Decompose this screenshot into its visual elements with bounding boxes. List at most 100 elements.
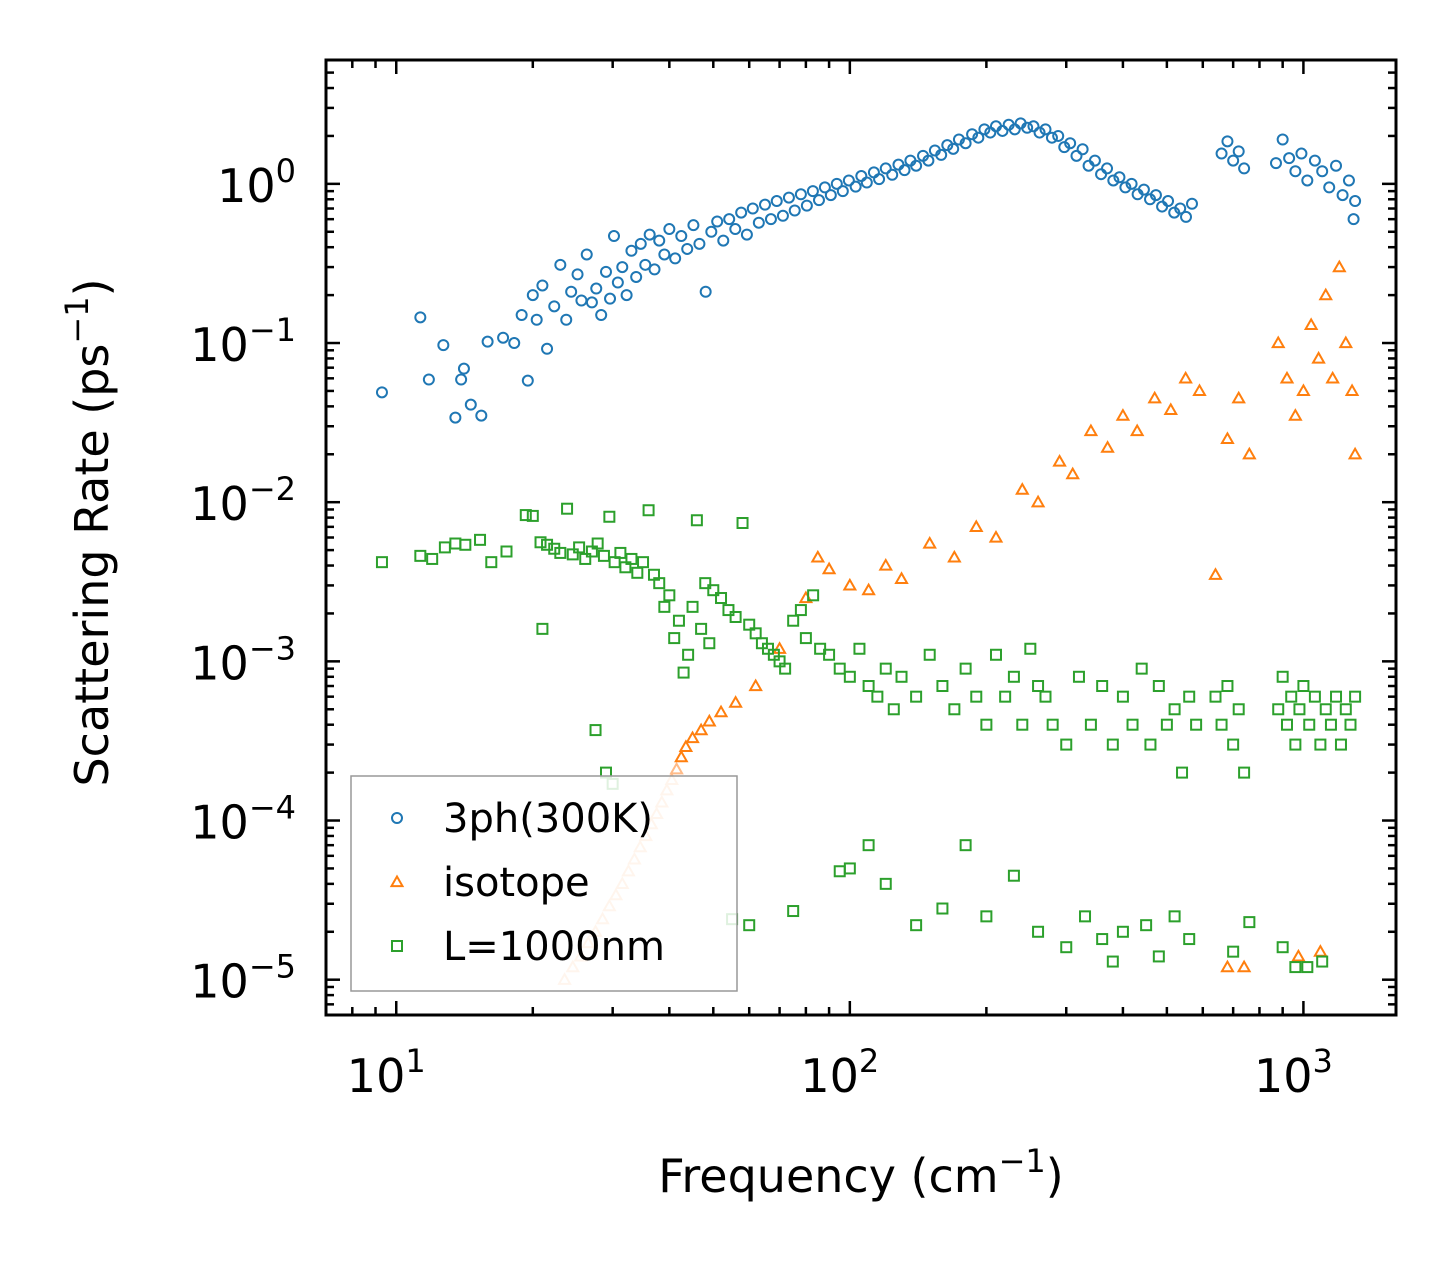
point-2-134 [1007, 869, 1020, 882]
point-2-118 [1334, 738, 1347, 751]
x-tick-label-exp: 1 [405, 1042, 425, 1080]
point-1-45 [1115, 408, 1131, 421]
point-1-48 [1163, 402, 1178, 416]
point-0-141 [1316, 165, 1329, 178]
point-0-11 [508, 337, 521, 350]
point-2-64 [862, 680, 875, 693]
point-2-63 [853, 642, 866, 655]
point-0-32 [616, 261, 629, 274]
point-2-111 [1297, 680, 1310, 693]
point-0-53 [729, 223, 742, 236]
point-2-136 [1060, 941, 1073, 954]
point-2-18 [579, 552, 592, 565]
point-0-70 [830, 177, 843, 190]
x-tick-label-0: 101 [347, 1042, 426, 1103]
point-0-109 [1070, 149, 1083, 162]
point-0-31 [611, 276, 624, 289]
point-0-49 [705, 225, 718, 238]
point-2-104 [1238, 766, 1251, 779]
point-2-133 [980, 910, 993, 923]
point-2-120 [1344, 718, 1357, 731]
point-2-78 [1007, 670, 1020, 683]
point-2-81 [1032, 680, 1045, 693]
point-1-36 [947, 549, 962, 563]
point-2-86 [1084, 718, 1097, 731]
point-0-102 [1027, 120, 1040, 133]
point-0-129 [1215, 147, 1228, 160]
point-2-47 [736, 517, 749, 530]
point-1-19 [674, 749, 689, 763]
point-0-45 [681, 242, 694, 255]
point-0-122 [1149, 189, 1162, 202]
point-0-92 [966, 128, 979, 141]
point-0-120 [1137, 183, 1150, 196]
legend: 3ph(300K) isotope L=1000nm [350, 775, 738, 992]
point-0-25 [585, 296, 598, 309]
point-0-88 [941, 139, 954, 152]
point-2-122 [536, 622, 549, 635]
y-axis-title-sup: −1 [58, 296, 96, 343]
point-0-47 [693, 237, 706, 250]
series-group [375, 117, 1363, 985]
point-0-110 [1076, 143, 1089, 156]
x-tick-label-base: 10 [800, 1049, 859, 1103]
point-2-45 [722, 604, 735, 617]
point-2-140 [1116, 925, 1129, 938]
point-0-85 [922, 154, 935, 167]
point-2-138 [1096, 933, 1109, 946]
point-0-135 [1276, 133, 1289, 146]
point-1-24 [713, 704, 729, 718]
point-0-28 [599, 265, 612, 278]
point-1-25 [728, 695, 743, 708]
series-3ph(300K) [375, 117, 1362, 424]
point-2-28 [637, 556, 650, 569]
point-2-42 [703, 637, 716, 650]
point-2-113 [1308, 690, 1321, 703]
point-2-1 [414, 549, 427, 562]
point-2-95 [1168, 703, 1181, 716]
point-0-75 [860, 176, 873, 189]
point-2-96 [1176, 766, 1189, 779]
point-0-115 [1107, 174, 1120, 187]
point-2-114 [1314, 738, 1327, 751]
point-2-112 [1303, 718, 1316, 731]
point-2-98 [1190, 718, 1203, 731]
point-1-69 [1220, 959, 1235, 973]
point-2-58 [807, 589, 820, 602]
point-0-123 [1156, 200, 1169, 213]
point-0-55 [740, 228, 753, 241]
point-0-18 [548, 300, 561, 313]
point-1-46 [1129, 423, 1145, 437]
point-0-63 [788, 204, 801, 217]
point-0-106 [1052, 129, 1065, 142]
point-2-24 [614, 546, 627, 559]
point-2-9 [519, 509, 532, 522]
point-2-91 [1135, 662, 1148, 675]
point-2-119 [1339, 703, 1352, 716]
point-0-23 [575, 294, 588, 307]
point-2-33 [663, 589, 676, 602]
point-0-91 [959, 137, 972, 150]
point-2-32 [658, 600, 671, 613]
y-tick-label-exp: −2 [249, 470, 296, 508]
y-tick-label-5: 10−5 [190, 948, 296, 1009]
point-2-130 [910, 919, 923, 932]
point-2-60 [823, 648, 836, 661]
point-2-62 [843, 670, 856, 683]
y-tick-label-2: 10−2 [190, 470, 296, 531]
point-0-43 [669, 252, 682, 265]
point-1-51 [1208, 567, 1223, 580]
point-2-65 [871, 690, 884, 703]
point-2-115 [1319, 703, 1332, 716]
point-0-22 [571, 268, 584, 281]
legend-marker-0 [391, 812, 403, 824]
point-0-142 [1323, 181, 1336, 194]
point-0-34 [625, 244, 638, 257]
point-1-50 [1192, 383, 1207, 397]
point-0-26 [590, 282, 603, 295]
point-1-23 [702, 713, 717, 727]
point-0-51 [717, 234, 730, 247]
point-1-70 [1236, 959, 1252, 973]
point-0-104 [1039, 123, 1052, 136]
point-0-48 [699, 285, 712, 298]
